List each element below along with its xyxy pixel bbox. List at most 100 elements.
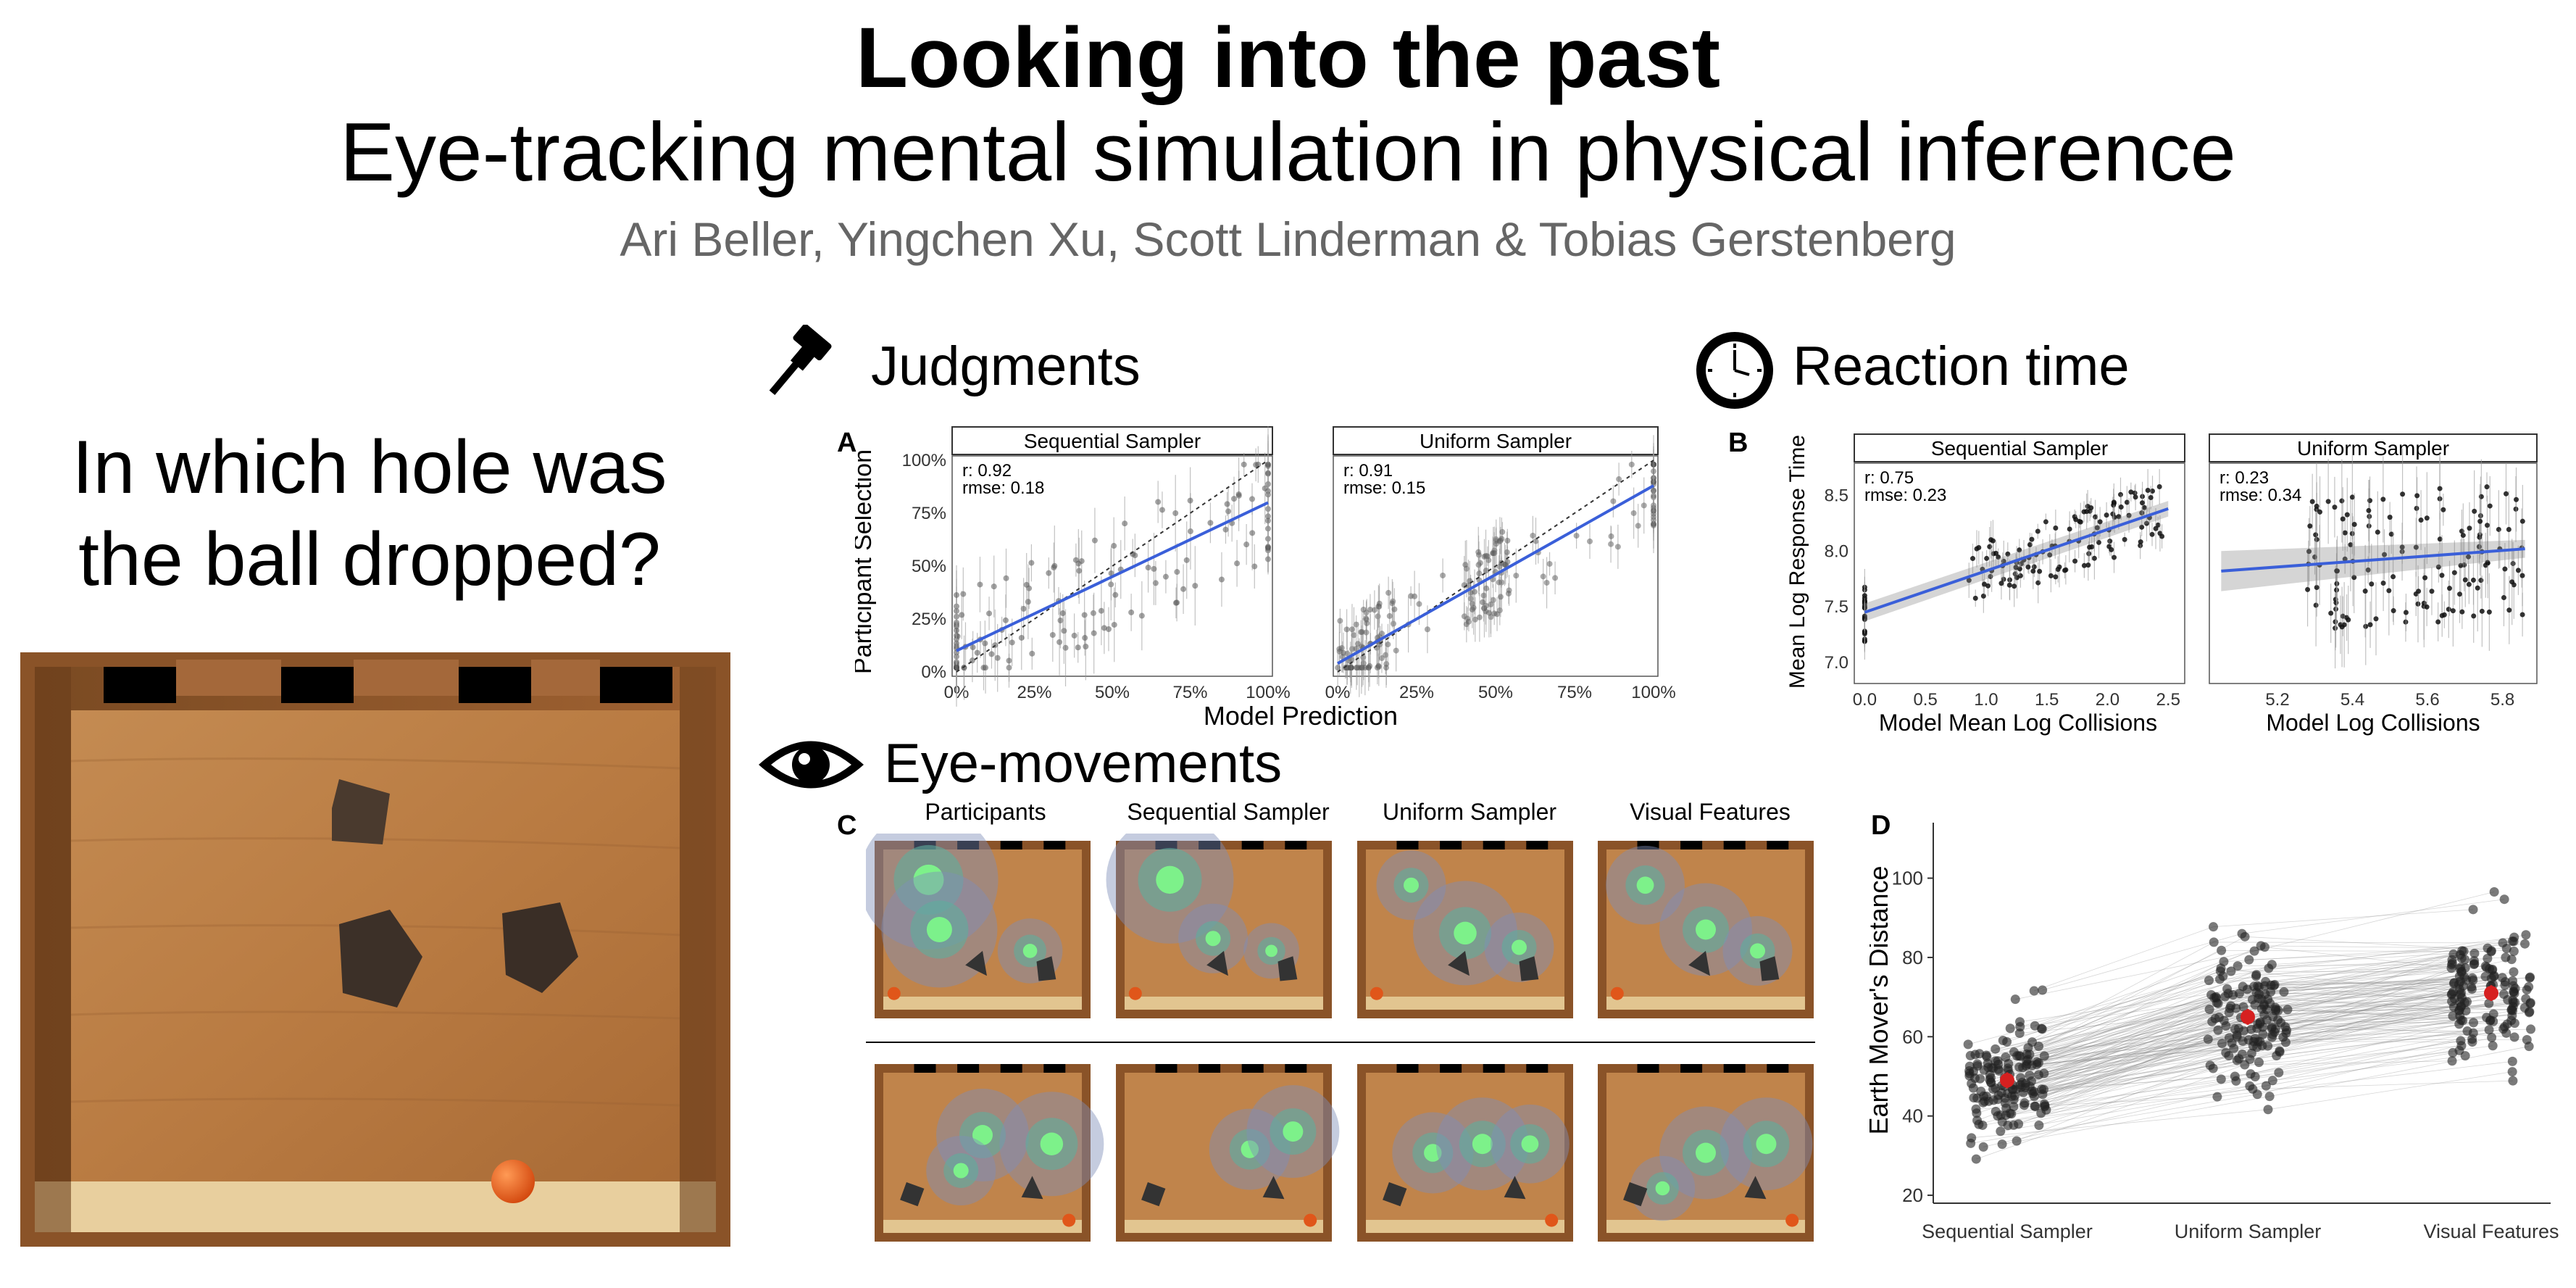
data-point — [1461, 613, 1467, 620]
gaze-peak — [1696, 1142, 1716, 1163]
obstacle — [965, 950, 987, 976]
data-point — [2267, 960, 2277, 970]
gaze-peak — [1156, 865, 1184, 894]
data-point — [1091, 537, 1098, 544]
data-point — [2222, 984, 2233, 994]
data-point — [1172, 599, 1179, 606]
data-point — [2139, 524, 2145, 530]
hole — [1723, 1064, 1746, 1073]
data-point — [1996, 1126, 2006, 1137]
data-point — [1972, 595, 1978, 601]
data-point — [1573, 533, 1580, 539]
data-point — [2234, 989, 2244, 999]
data-point — [1969, 556, 1975, 562]
data-point — [2156, 484, 2162, 490]
obstacle — [1036, 956, 1056, 981]
data-point — [2456, 1041, 2467, 1051]
clock-icon — [1696, 332, 1773, 409]
gaze-peak — [1265, 944, 1277, 957]
data-point — [1018, 634, 1025, 641]
data-point — [1056, 639, 1063, 645]
data-point — [2025, 564, 2031, 570]
heatmap-cell — [1357, 1064, 1573, 1242]
hole — [1483, 1064, 1505, 1073]
mean-point — [2000, 1073, 2014, 1088]
data-point — [2340, 516, 2346, 522]
y-tick-label: 7.0 — [1825, 653, 1848, 673]
data-point — [1138, 612, 1145, 619]
x-tick-label: 5.2 — [2265, 690, 2289, 710]
hole — [1199, 841, 1221, 849]
data-point — [1051, 562, 1058, 569]
heatmap-cell — [866, 834, 1091, 1018]
data-point — [1972, 1115, 1983, 1126]
x-tick-label: 50% — [1095, 683, 1130, 702]
panel-d-ylabel: Earth Mover's Distance — [1870, 865, 1893, 1134]
data-point — [2267, 1032, 2277, 1042]
heatmap-cell — [875, 1064, 1104, 1242]
data-point — [2467, 525, 2472, 531]
data-point — [2012, 583, 2017, 589]
data-point — [2416, 589, 2422, 594]
data-point — [2013, 565, 2019, 570]
data-point — [2306, 549, 2312, 554]
data-point — [1112, 591, 1119, 598]
data-point — [1376, 600, 1383, 607]
gaze-peak — [1283, 1121, 1304, 1142]
hole — [1767, 1064, 1789, 1073]
data-point — [1379, 631, 1385, 637]
data-point — [2457, 946, 2467, 956]
data-point — [1462, 562, 1469, 568]
data-point — [2390, 574, 2396, 580]
data-point — [1981, 1050, 1991, 1060]
data-point — [2521, 930, 2531, 940]
data-point — [2255, 1018, 2265, 1029]
data-point — [1358, 629, 1364, 636]
data-point — [2509, 1018, 2519, 1029]
data-point — [1641, 502, 1647, 509]
data-point — [1651, 522, 1656, 528]
data-point — [1499, 536, 1505, 542]
x-tick-label: 5.6 — [2415, 690, 2439, 710]
fit-line — [956, 501, 1269, 652]
data-point — [2460, 963, 2470, 973]
data-point — [2403, 610, 2409, 615]
data-point — [986, 610, 993, 617]
data-point — [2110, 511, 2116, 517]
data-point — [2522, 1034, 2532, 1044]
data-point — [954, 665, 959, 671]
data-point — [2217, 1039, 2227, 1049]
data-point — [2440, 507, 2446, 512]
data-point — [1991, 1056, 2001, 1066]
data-point — [1218, 576, 1225, 583]
data-point — [1483, 608, 1489, 615]
obstacle — [1623, 1181, 1648, 1207]
data-point — [2266, 980, 2276, 990]
obstacle — [1519, 956, 1539, 981]
plot-frame — [1333, 455, 1659, 677]
data-point — [1501, 561, 1508, 568]
data-point — [1393, 647, 1399, 654]
obstacle — [1504, 1176, 1526, 1200]
data-point — [2510, 997, 2520, 1007]
data-point — [1966, 578, 1972, 583]
data-point — [2117, 491, 2123, 497]
data-point — [2526, 1024, 2536, 1034]
data-point — [1490, 597, 1496, 603]
data-point — [2224, 1033, 2234, 1043]
data-point — [2038, 1089, 2048, 1100]
ball — [887, 986, 901, 1000]
box-ledge — [1366, 1220, 1564, 1233]
data-point — [2263, 1105, 2273, 1115]
gaze-peak — [1756, 1134, 1777, 1155]
data-point — [2149, 531, 2155, 537]
data-point — [1378, 655, 1385, 662]
data-point — [1155, 499, 1162, 505]
data-point — [2456, 953, 2467, 963]
data-point — [2027, 541, 2033, 547]
fit-line — [2221, 547, 2525, 573]
data-point — [2251, 987, 2262, 997]
ball — [1370, 986, 1383, 1000]
data-point — [1249, 530, 1256, 536]
data-point — [2034, 1120, 2044, 1130]
